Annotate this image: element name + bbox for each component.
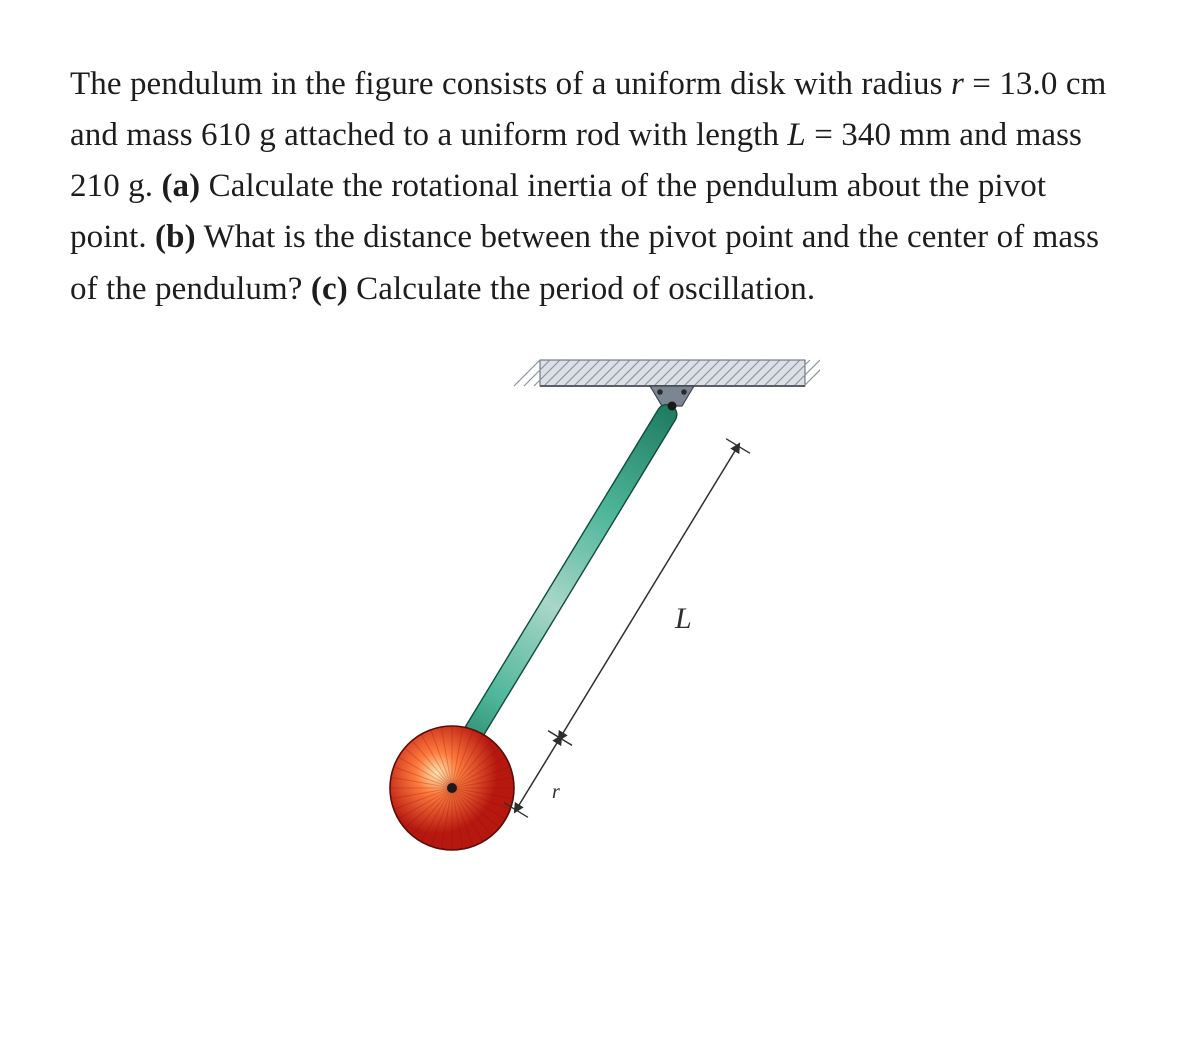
pendulum-svg: Lr — [380, 348, 820, 878]
part-c-text: Calculate the period of oscillation. — [348, 271, 815, 307]
var-r: r — [951, 66, 964, 102]
part-b-label: (b) — [155, 219, 196, 255]
svg-text:L: L — [674, 602, 692, 635]
part-c-label: (c) — [311, 271, 348, 307]
pendulum-figure: Lr — [70, 348, 1130, 883]
part-a-label: (a) — [161, 168, 200, 204]
var-L: L — [787, 117, 805, 153]
text-intro: The pendulum in the figure consists of a… — [70, 66, 951, 102]
svg-text:r: r — [552, 781, 560, 803]
problem-statement: The pendulum in the figure consists of a… — [70, 59, 1130, 315]
